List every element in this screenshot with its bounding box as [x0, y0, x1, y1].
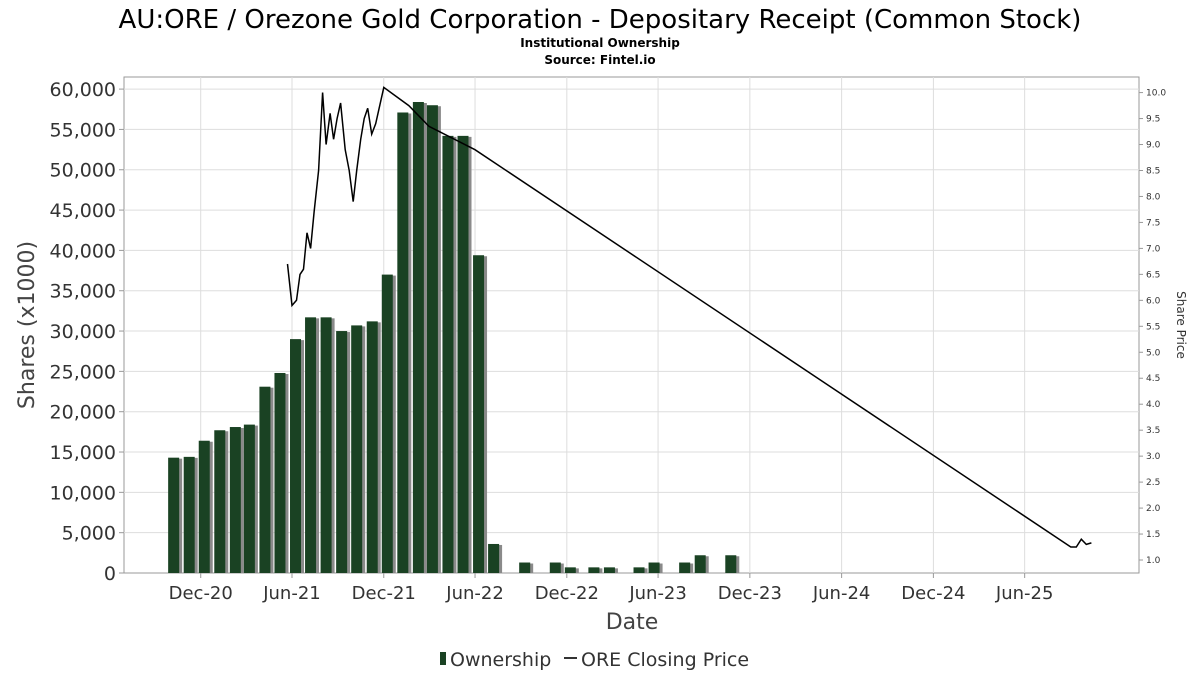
legend: Ownership ORE Closing Price: [440, 649, 749, 671]
x-tick-label: Jun-25: [995, 583, 1054, 604]
y-tick-label: 10,000: [50, 482, 116, 504]
ownership-bar: [519, 562, 531, 573]
y-tick-label: 40,000: [50, 240, 116, 262]
x-tick-label: Jun-24: [812, 583, 871, 604]
y-tick-label: 50,000: [50, 160, 116, 182]
y2-tick-label: 3.0: [1146, 452, 1161, 462]
ownership-bar: [549, 562, 561, 573]
ownership-bar: [229, 427, 241, 573]
chart-subtitle: Institutional Ownership: [520, 36, 680, 50]
ownership-bar: [457, 135, 469, 573]
ownership-bar: [564, 567, 576, 573]
x-tick-label: Dec-24: [901, 583, 965, 604]
ownership-bar: [588, 567, 600, 573]
y2-tick-label: 3.5: [1146, 426, 1160, 436]
x-tick-label: Jun-21: [262, 583, 321, 604]
y2-tick-label: 9.0: [1146, 141, 1161, 151]
y2-axis-ticks: 1.0 1.5 2.0 2.5 3.0 3.5 4.0 4.5 5.0 5.5 6.0 6.5 7.0 7…: [1139, 89, 1166, 566]
y2-tick-label: 1.5: [1146, 530, 1160, 540]
y-tick-label: 5,000: [62, 523, 116, 545]
ownership-bar: [603, 567, 615, 573]
x-tick-label: Dec-20: [169, 583, 233, 604]
y2-tick-label: 2.5: [1146, 478, 1160, 488]
ownership-bar: [426, 105, 438, 573]
ownership-bar: [473, 255, 485, 573]
ownership-bar: [305, 317, 317, 573]
y2-tick-label: 4.5: [1146, 374, 1160, 384]
x-axis-label: Date: [606, 610, 659, 635]
x-tick-label: Dec-22: [535, 583, 599, 604]
legend-price-label: ORE Closing Price: [581, 649, 749, 671]
y-axis-label: Shares (x1000): [15, 241, 40, 409]
y2-axis-label: Share Price: [1174, 291, 1188, 359]
y2-tick-label: 5.0: [1146, 348, 1161, 358]
y2-tick-label: 1.0: [1146, 556, 1161, 566]
chart-title: AU:ORE / Orezone Gold Corporation - Depo…: [119, 5, 1082, 35]
y2-tick-label: 9.5: [1146, 115, 1160, 125]
grid-lines: [124, 77, 1139, 573]
ownership-bar: [183, 456, 195, 573]
y2-tick-label: 6.0: [1146, 296, 1161, 306]
ownership-bar: [694, 555, 706, 573]
ownership-bar: [168, 457, 180, 573]
y2-tick-label: 4.0: [1146, 400, 1161, 410]
ownership-bar: [290, 339, 302, 573]
y-tick-label: 20,000: [50, 402, 116, 424]
y2-tick-label: 7.5: [1146, 218, 1160, 228]
ownership-bar: [198, 440, 210, 573]
ownership-bar: [243, 424, 255, 573]
y-tick-label: 55,000: [50, 119, 116, 141]
ownership-bar: [336, 331, 348, 573]
y2-tick-label: 5.5: [1146, 322, 1160, 332]
x-tick-label: Jun-22: [445, 583, 504, 604]
y-axis-ticks: 0 5,000 10,000 15,000 20,000 25,000 30,000 35,0…: [50, 79, 124, 585]
y-tick-label: 15,000: [50, 442, 116, 464]
ownership-bar: [274, 372, 286, 573]
ownership-bars: [168, 102, 740, 574]
ownership-bar: [381, 274, 393, 573]
y-tick-label: 45,000: [50, 200, 116, 222]
y2-tick-label: 10.0: [1146, 89, 1166, 99]
y-tick-label: 0: [104, 563, 116, 585]
x-tick-label: Dec-23: [718, 583, 782, 604]
y-tick-label: 25,000: [50, 361, 116, 383]
y2-tick-label: 2.0: [1146, 504, 1161, 514]
ownership-bar: [488, 543, 500, 573]
ownership-bar: [679, 562, 691, 573]
y2-tick-label: 6.5: [1146, 270, 1160, 280]
chart-source: Source: Fintel.io: [544, 53, 655, 67]
y-tick-label: 30,000: [50, 321, 116, 343]
ownership-bar: [633, 567, 645, 573]
ownership-bar: [442, 135, 454, 573]
y2-tick-label: 8.0: [1146, 192, 1161, 202]
ownership-bar: [366, 321, 378, 573]
ownership-bar: [412, 102, 424, 574]
legend-ownership-swatch: [440, 652, 446, 665]
price-line: [286, 86, 1092, 548]
ownership-bar: [214, 430, 226, 573]
x-tick-label: Dec-21: [352, 583, 416, 604]
y2-tick-label: 8.5: [1146, 166, 1160, 176]
ownership-bar: [648, 562, 660, 573]
legend-ownership-label: Ownership: [450, 649, 551, 671]
x-tick-label: Jun-23: [628, 583, 687, 604]
ownership-bar: [259, 386, 271, 573]
x-axis-ticks: Dec-20 Jun-21 Dec-21 Jun-22 Dec-22 Jun-23 Dec-…: [169, 573, 1054, 604]
ownership-bar: [351, 325, 363, 573]
ownership-bar: [725, 555, 737, 573]
y2-tick-label: 7.0: [1146, 244, 1161, 254]
y-tick-label: 60,000: [50, 79, 116, 101]
ownership-bar: [320, 317, 332, 573]
ownership-bar: [397, 112, 409, 573]
y-tick-label: 35,000: [50, 281, 116, 303]
